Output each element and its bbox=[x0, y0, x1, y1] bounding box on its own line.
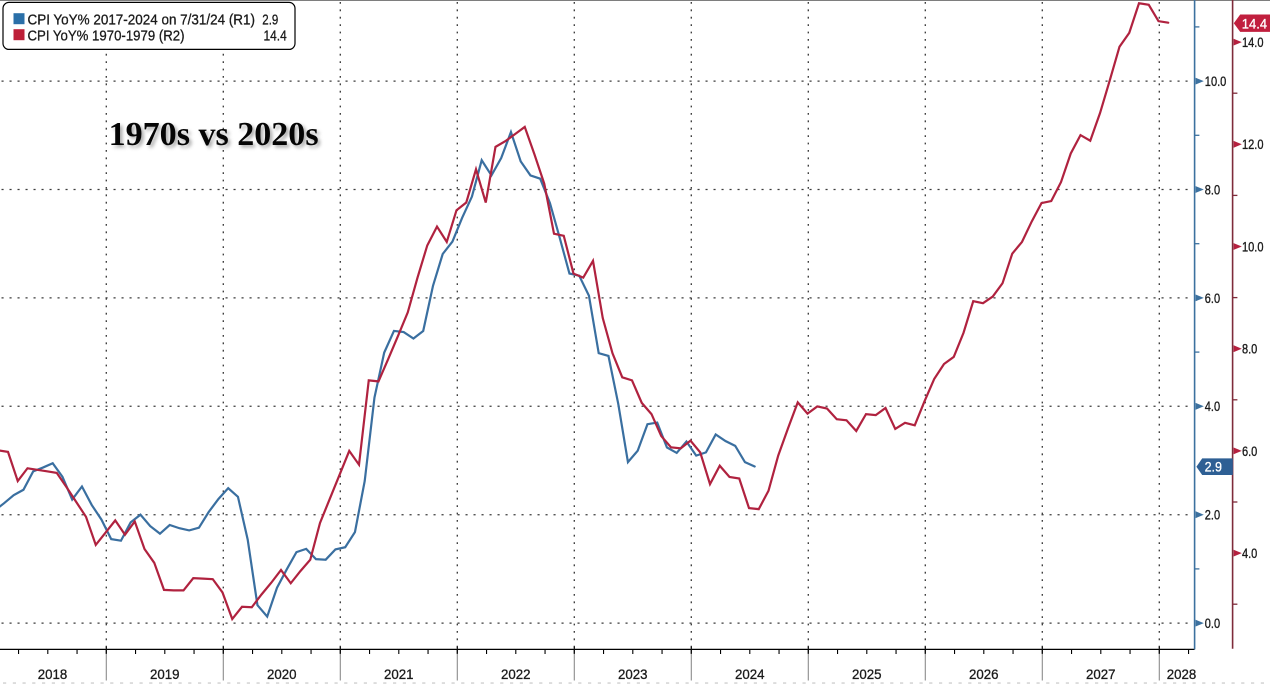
svg-text:1970s vs 2020s: 1970s vs 2020s bbox=[111, 118, 321, 155]
svg-text:2021: 2021 bbox=[384, 667, 414, 682]
svg-text:1970s vs 2020s: 1970s vs 2020s bbox=[109, 116, 319, 153]
svg-text:2024: 2024 bbox=[735, 667, 765, 682]
svg-text:2020: 2020 bbox=[267, 667, 297, 682]
svg-text:2.9: 2.9 bbox=[262, 12, 278, 28]
svg-text:14.4: 14.4 bbox=[1242, 16, 1268, 31]
svg-text:0.0: 0.0 bbox=[1205, 616, 1221, 631]
svg-text:4.0: 4.0 bbox=[1205, 399, 1221, 414]
svg-text:8.0: 8.0 bbox=[1205, 182, 1221, 197]
svg-text:2022: 2022 bbox=[501, 667, 531, 682]
svg-text:2028: 2028 bbox=[1167, 667, 1197, 682]
svg-text:2.9: 2.9 bbox=[1205, 460, 1223, 475]
svg-text:CPI YoY% 2017-2024 on 7/31/24: CPI YoY% 2017-2024 on 7/31/24 (R1) bbox=[28, 12, 256, 28]
svg-text:14.4: 14.4 bbox=[264, 28, 287, 44]
svg-text:4.0: 4.0 bbox=[1242, 546, 1258, 561]
svg-text:2027: 2027 bbox=[1086, 667, 1116, 682]
svg-text:6.0: 6.0 bbox=[1242, 444, 1258, 459]
svg-text:2.0: 2.0 bbox=[1205, 508, 1221, 523]
svg-text:6.0: 6.0 bbox=[1205, 291, 1221, 306]
svg-text:10.0: 10.0 bbox=[1242, 239, 1264, 254]
svg-text:2019: 2019 bbox=[150, 667, 180, 682]
svg-text:2025: 2025 bbox=[852, 667, 882, 682]
svg-text:10.0: 10.0 bbox=[1205, 74, 1227, 89]
svg-text:8.0: 8.0 bbox=[1242, 342, 1258, 357]
svg-text:12.0: 12.0 bbox=[1242, 137, 1264, 152]
svg-text:CPI YoY% 1970-1979 (R2): CPI YoY% 1970-1979 (R2) bbox=[28, 28, 185, 44]
svg-text:2018: 2018 bbox=[38, 667, 68, 682]
svg-text:14.0: 14.0 bbox=[1242, 35, 1264, 50]
svg-text:2026: 2026 bbox=[969, 667, 999, 682]
svg-text:2023: 2023 bbox=[618, 667, 648, 682]
